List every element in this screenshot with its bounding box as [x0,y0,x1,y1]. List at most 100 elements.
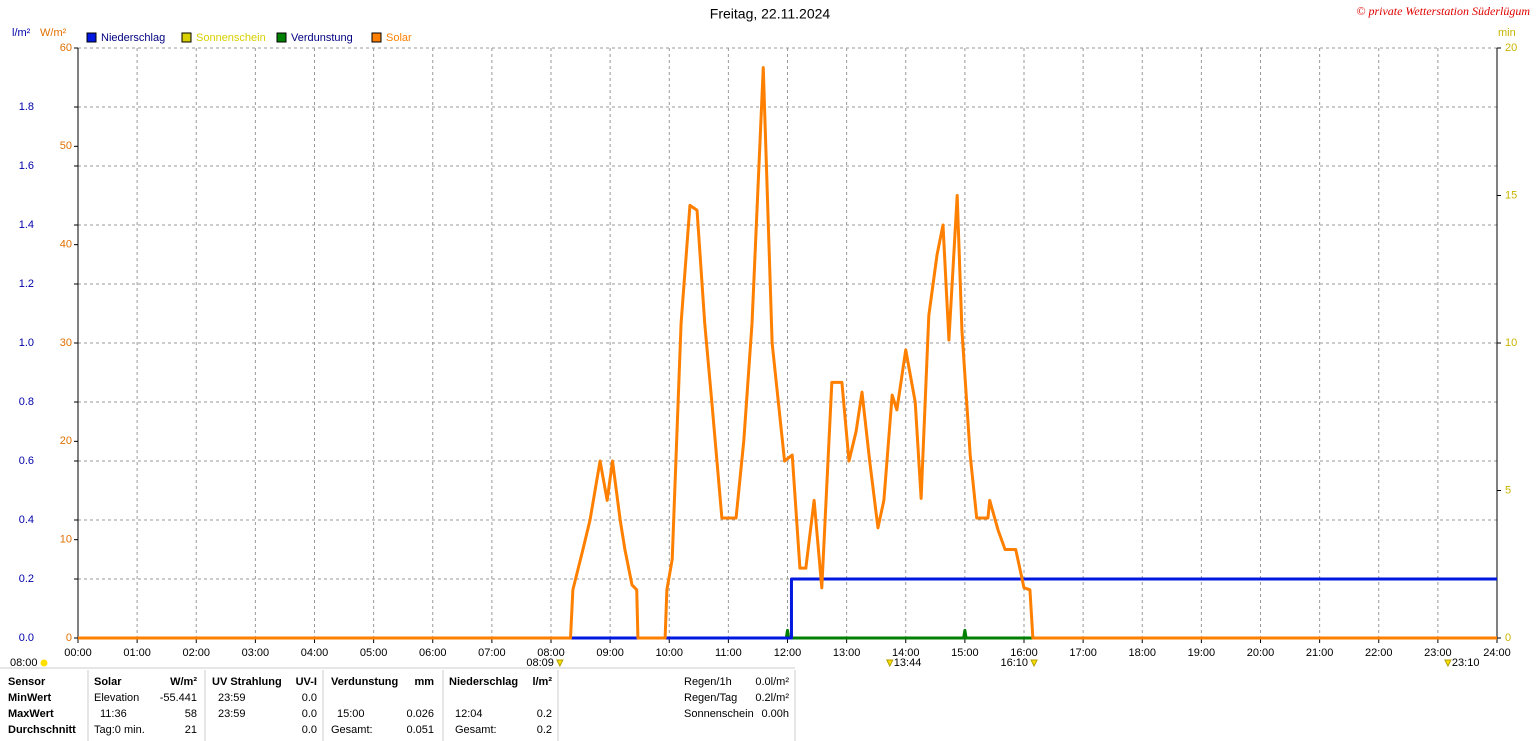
y3-tick-label: 10 [1505,337,1517,349]
y-tick-label: 0.8 [19,396,34,408]
y3-tick-label: 20 [1505,42,1517,54]
y3-axis-unit: min [1498,27,1516,39]
y3-tick-label: 5 [1505,484,1511,496]
table-cell: 12:04 [455,708,483,720]
x-tick-label: 20:00 [1247,647,1275,659]
x-tick-label: 09:00 [596,647,624,659]
y2-tick-label: 0 [66,632,72,644]
x-tick-label: 18:00 [1128,647,1156,659]
table-cell: Gesamt: [331,724,373,736]
summary-label: Sonnenschein [684,708,754,720]
y-tick-label: 0.6 [19,455,34,467]
marker-icon [556,659,564,668]
summary-value: 0.00h [761,708,789,720]
x-tick-label: 19:00 [1188,647,1216,659]
legend-swatch [181,32,192,43]
table-cell: 23:59 [218,692,246,704]
marker-label: 23:10 [1452,657,1480,669]
y-tick-label: 0.2 [19,573,34,585]
table-header: Verdunstung [331,676,398,688]
table-header: mm [414,676,434,688]
table-cell: 58 [185,708,197,720]
x-tick-label: 10:00 [655,647,683,659]
x-tick-label: 00:00 [64,647,92,659]
table-header: UV Strahlung [212,676,282,688]
legend-label: Sonnenschein [196,32,266,44]
x-tick-label: 13:00 [833,647,861,659]
table-cell: 11:36 [100,708,127,720]
x-tick-label: 03:00 [242,647,270,659]
x-tick-label: 07:00 [478,647,506,659]
x-tick-label: 08:00 [537,647,565,659]
x-tick-label: 11:00 [715,647,742,659]
x-tick-label: 17:00 [1069,647,1097,659]
x-tick-label: 22:00 [1365,647,1393,659]
y-tick-label: 1.4 [19,219,34,231]
y2-tick-label: 40 [60,239,72,251]
y-tick-label: 1.8 [19,101,34,113]
y2-tick-label: 20 [60,435,72,447]
y-tick-label: 1.0 [19,337,34,349]
table-cell: Durchschnitt [8,724,76,736]
legend-swatch [276,32,287,43]
summary-value: 0.2l/m² [755,692,789,704]
x-tick-label: 16:00 [1010,647,1038,659]
marker-icon [40,659,48,667]
marker-icon [1444,659,1452,668]
table-cell: 0.0 [302,724,317,736]
series-line [78,66,1497,640]
table-cell: Elevation [94,692,139,704]
table-header: Sensor [8,676,46,688]
table-header: Niederschlag [449,676,518,688]
x-tick-label: 05:00 [360,647,388,659]
marker-icon [1030,659,1038,668]
x-tick-label: 21:00 [1306,647,1334,659]
marker-label: 08:00 [10,657,38,669]
x-tick-label: 04:00 [301,647,329,659]
summary-label: Regen/1h [684,676,732,688]
table-header: Solar [94,676,122,688]
marker-label: 13:44 [894,657,922,669]
x-tick-label: 23:00 [1424,647,1452,659]
table-cell: 21 [185,724,197,736]
table-cell: 0.026 [406,708,434,720]
y2-tick-label: 30 [60,337,72,349]
legend-swatch [371,32,382,43]
table-cell: MaxWert [8,708,54,720]
table-header: l/m² [532,676,552,688]
x-tick-label: 02:00 [182,647,210,659]
summary-value: 0.0l/m² [755,676,789,688]
x-tick-label: 15:00 [951,647,979,659]
y-tick-label: 1.2 [19,278,34,290]
copyright: © private Wetterstation Süderlügum [1356,4,1530,18]
table-cell: 23:59 [218,708,246,720]
table-cell: 15:00 [337,708,365,720]
x-tick-label: 12:00 [774,647,802,659]
x-tick-label: 01:00 [123,647,151,659]
legend-label: Niederschlag [101,32,165,44]
marker-label: 16:10 [1001,657,1029,669]
x-tick-label: 06:00 [419,647,447,659]
table-header: W/m² [170,676,197,688]
table-cell: Gesamt: [455,724,497,736]
table-header: UV-I [296,676,317,688]
table-cell: 0.051 [406,724,434,736]
table-cell: 0.0 [302,708,317,720]
legend-label: Verdunstung [291,32,353,44]
y-tick-label: 1.6 [19,160,34,172]
legend-label: Solar [386,32,412,44]
y2-tick-label: 10 [60,534,72,546]
chart-title: Freitag, 22.11.2024 [710,6,831,22]
y2-tick-label: 50 [60,140,72,152]
x-tick-label: 24:00 [1483,647,1511,659]
x-tick-label: 14:00 [892,647,920,659]
table-cell: 0.0 [302,692,317,704]
y2-tick-label: 60 [60,42,72,54]
summary-label: Regen/Tag [684,692,737,704]
marker-icon [885,659,894,668]
table-cell: -55.441 [160,692,197,704]
table-cell: 0.2 [537,708,552,720]
marker-label: 08:09 [526,657,554,669]
y-tick-label: 0.4 [19,514,34,526]
